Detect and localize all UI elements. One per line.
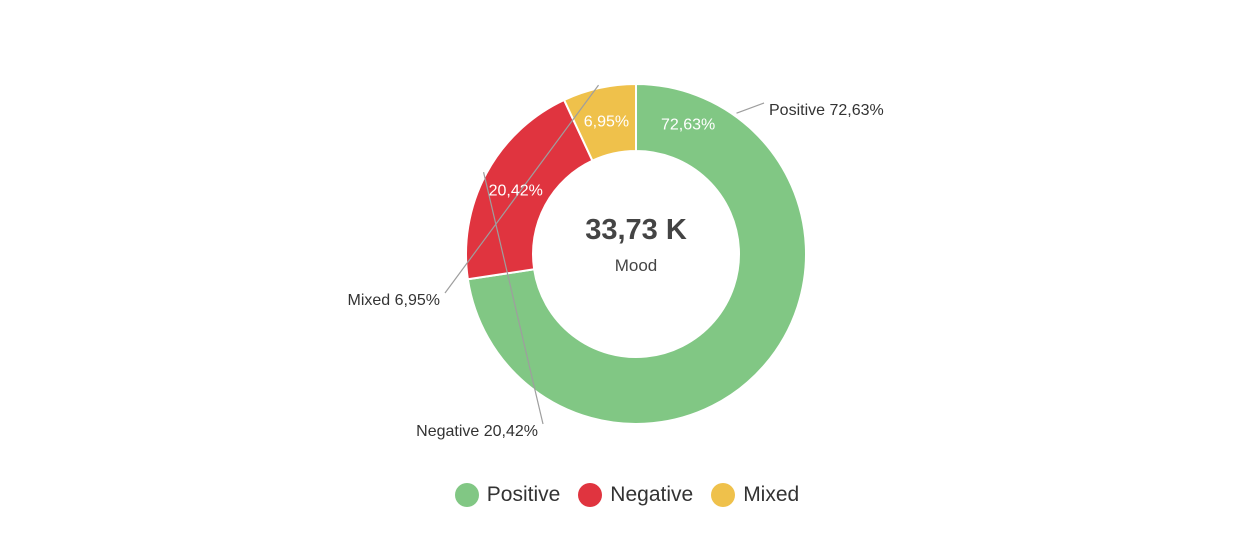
legend-swatch-mixed [711, 483, 736, 507]
slice-value-label-mixed: 6,95% [584, 114, 629, 131]
legend-label-positive: Positive [486, 483, 561, 506]
slice-value-label-positive: 72,63% [661, 117, 715, 134]
legend-item-positive[interactable]: Positive [454, 476, 561, 514]
legend-swatch-positive [454, 483, 479, 507]
leader-lines-layer [444, 84, 765, 425]
leader-line-negative [482, 172, 544, 425]
leader-line-positive [736, 102, 765, 114]
legend-item-negative[interactable]: Negative [578, 476, 693, 514]
slice-value-label-negative: 20,42% [489, 182, 543, 199]
legend: Positive Negative Mixed [0, 476, 1254, 514]
slice-mixed[interactable] [562, 82, 637, 162]
outer-label-positive: Positive 72,63% [769, 102, 884, 119]
outer-label-negative: Negative 20,42% [416, 423, 538, 440]
center-total-value: 33,73 K [585, 214, 687, 246]
slice-positive[interactable] [466, 82, 807, 425]
legend-label-negative: Negative [610, 483, 694, 506]
legend-item-mixed[interactable]: Mixed [711, 476, 799, 514]
leader-line-mixed [444, 84, 600, 294]
labels-layer: 72,63% Positive 72,63% 20,42% Negative 20,4… [348, 102, 884, 440]
slices-layer [465, 82, 807, 425]
legend-label-mixed: Mixed [743, 483, 800, 506]
legend-swatch-negative [578, 483, 603, 507]
center-label: Mood [615, 256, 658, 275]
outer-label-mixed: Mixed 6,95% [348, 292, 441, 309]
